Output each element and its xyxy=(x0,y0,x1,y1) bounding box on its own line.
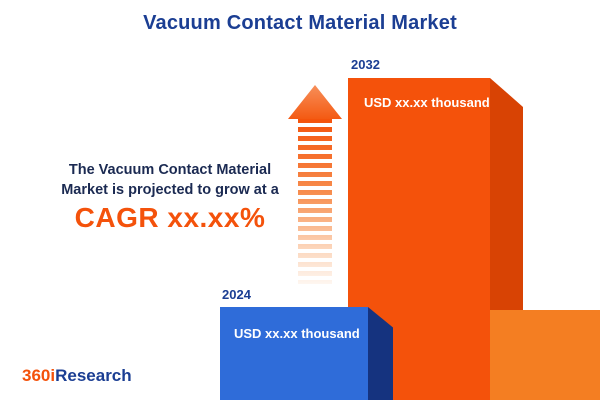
brand-logo: 360iResearch xyxy=(22,366,132,386)
bar-2024-year-label: 2024 xyxy=(222,287,251,302)
page-title: Vacuum Contact Material Market xyxy=(143,12,457,34)
cagr-value: CAGR xx.xx% xyxy=(74,202,266,233)
bar-2032-backdrop xyxy=(490,310,600,400)
bar-2032-year-label: 2032 xyxy=(351,57,380,72)
bar-2024-value-label: USD xx.xx thousand xyxy=(234,326,360,341)
brand-logo-part2: Research xyxy=(55,366,132,385)
growth-arrow-up-icon xyxy=(288,85,342,119)
description-line1: The Vacuum Contact Material xyxy=(68,162,272,178)
description-block: The Vacuum Contact Material Market is pr… xyxy=(25,160,315,233)
growth-arrow-shaft xyxy=(298,118,332,284)
description-line2: Market is projected to grow at a xyxy=(61,182,279,198)
bar-2024 xyxy=(220,307,368,400)
brand-logo-part1: 360i xyxy=(22,366,56,385)
bar-2032-value-label: USD xx.xx thousand xyxy=(364,95,490,110)
